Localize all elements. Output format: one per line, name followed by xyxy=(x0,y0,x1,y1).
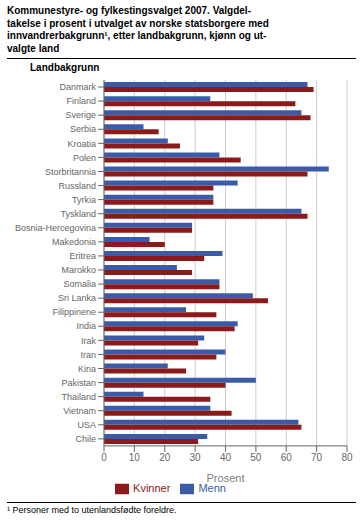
html-text:takelse i prosent i utvalget a: takelse i prosent i utvalget av norske s… xyxy=(7,17,269,29)
svg-text:70: 70 xyxy=(311,452,323,463)
svg-text:Somalia: Somalia xyxy=(63,279,96,289)
svg-text:Serbia: Serbia xyxy=(70,124,96,134)
html-text:valgte land: valgte land xyxy=(7,42,60,54)
svg-text:Vietnam: Vietnam xyxy=(63,406,96,416)
svg-text:60: 60 xyxy=(281,452,293,463)
svg-text:Eritrea: Eritrea xyxy=(69,251,96,261)
svg-text:Finland: Finland xyxy=(66,96,96,106)
html-text:innvandrerbakgrunn¹, etter lan: innvandrerbakgrunn¹, etter landbakgrunn,… xyxy=(7,30,267,41)
svg-text:Chile: Chile xyxy=(75,434,96,444)
svg-text:Sri Lanka: Sri Lanka xyxy=(58,293,96,303)
svg-text:Iran: Iran xyxy=(80,350,96,360)
svg-text:Russland: Russland xyxy=(58,181,96,191)
svg-text:USA: USA xyxy=(77,420,96,430)
svg-text:Bosnia-Hercegovina: Bosnia-Hercegovina xyxy=(15,223,96,233)
svg-text:Storbritannia: Storbritannia xyxy=(45,167,96,177)
svg-text:India: India xyxy=(76,321,96,331)
svg-text:Polen: Polen xyxy=(73,153,96,163)
svg-text:Tyrkia: Tyrkia xyxy=(72,195,96,205)
svg-text:Marokko: Marokko xyxy=(61,265,96,275)
html-text:Kommunestyre- og fylkestingsva: Kommunestyre- og fylkestingsvalget 2007.… xyxy=(7,5,251,16)
svg-text:Pakistan: Pakistan xyxy=(61,378,96,388)
svg-text:10: 10 xyxy=(129,452,141,463)
html-text:Menn: Menn xyxy=(198,481,226,494)
svg-text:Danmark: Danmark xyxy=(59,82,96,92)
svg-text:20: 20 xyxy=(159,452,171,463)
html-text:Kvinner: Kvinner xyxy=(133,481,171,494)
svg-text:80: 80 xyxy=(341,452,353,463)
svg-text:50: 50 xyxy=(250,452,262,463)
html-text:Landbakgrunn: Landbakgrunn xyxy=(30,62,100,73)
svg-text:0: 0 xyxy=(101,452,107,463)
svg-text:Prosent: Prosent xyxy=(207,472,245,484)
svg-text:Kina: Kina xyxy=(78,364,96,374)
svg-text:40: 40 xyxy=(220,452,232,463)
svg-text:Tyskland: Tyskland xyxy=(60,209,96,219)
html-text:¹ Personer med to utenlandsfød: ¹ Personer med to utenlandsfødte foreldr… xyxy=(7,505,177,515)
svg-text:Irak: Irak xyxy=(81,336,97,346)
svg-text:Thailand: Thailand xyxy=(61,392,96,402)
svg-text:Filippinene: Filippinene xyxy=(52,307,96,317)
svg-text:Makedonia: Makedonia xyxy=(52,237,96,247)
svg-text:30: 30 xyxy=(190,452,202,463)
svg-text:Sverige: Sverige xyxy=(65,110,96,120)
svg-text:Kroatia: Kroatia xyxy=(67,139,96,149)
